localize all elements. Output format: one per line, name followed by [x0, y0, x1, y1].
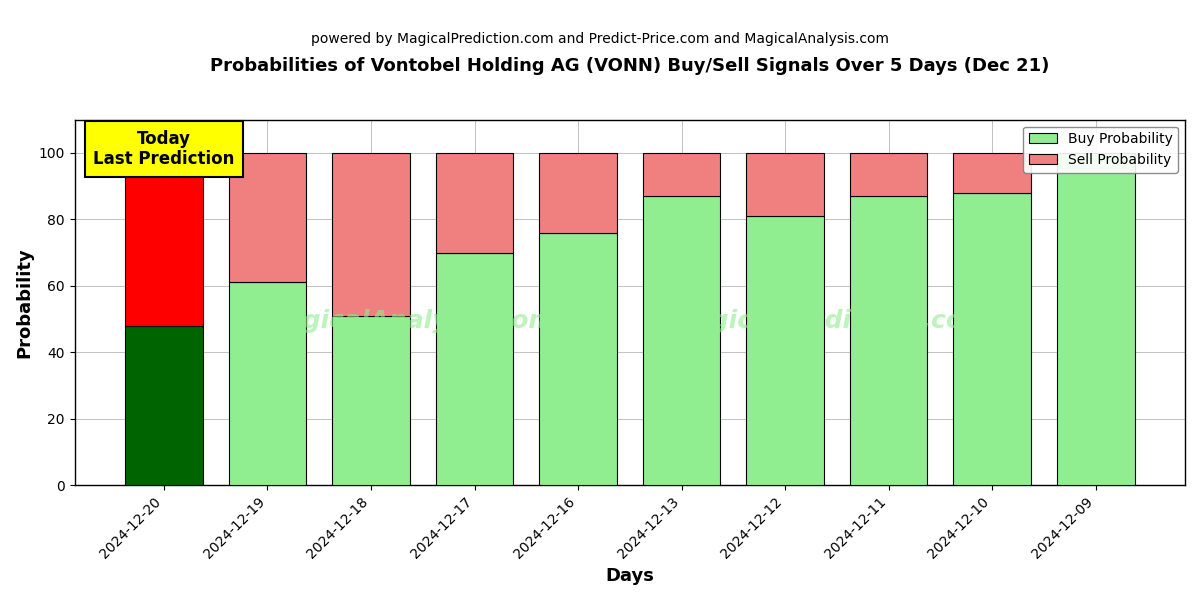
Text: MagicalAnalysis.com: MagicalAnalysis.com	[262, 308, 554, 332]
Bar	[229, 283, 306, 485]
Bar	[850, 196, 928, 485]
Y-axis label: Probability: Probability	[16, 247, 34, 358]
Bar	[746, 216, 824, 485]
Bar	[953, 153, 1031, 193]
Text: Today
Last Prediction: Today Last Prediction	[94, 130, 235, 169]
Bar	[643, 196, 720, 485]
Bar	[229, 153, 306, 283]
Bar	[850, 153, 928, 196]
Bar	[643, 153, 720, 196]
Bar	[332, 316, 410, 485]
Text: powered by MagicalPrediction.com and Predict-Price.com and MagicalAnalysis.com: powered by MagicalPrediction.com and Pre…	[311, 32, 889, 46]
Bar	[125, 153, 203, 326]
Bar	[332, 153, 410, 316]
Text: MagicalPrediction.com: MagicalPrediction.com	[670, 308, 990, 332]
Bar	[539, 153, 617, 233]
Bar	[436, 153, 514, 253]
Bar	[1057, 153, 1134, 485]
Bar	[746, 153, 824, 216]
Bar	[125, 326, 203, 485]
Legend: Buy Probability, Sell Probability: Buy Probability, Sell Probability	[1024, 127, 1178, 173]
Bar	[436, 253, 514, 485]
X-axis label: Days: Days	[605, 567, 654, 585]
Bar	[539, 233, 617, 485]
Title: Probabilities of Vontobel Holding AG (VONN) Buy/Sell Signals Over 5 Days (Dec 21: Probabilities of Vontobel Holding AG (VO…	[210, 57, 1050, 75]
Bar	[953, 193, 1031, 485]
